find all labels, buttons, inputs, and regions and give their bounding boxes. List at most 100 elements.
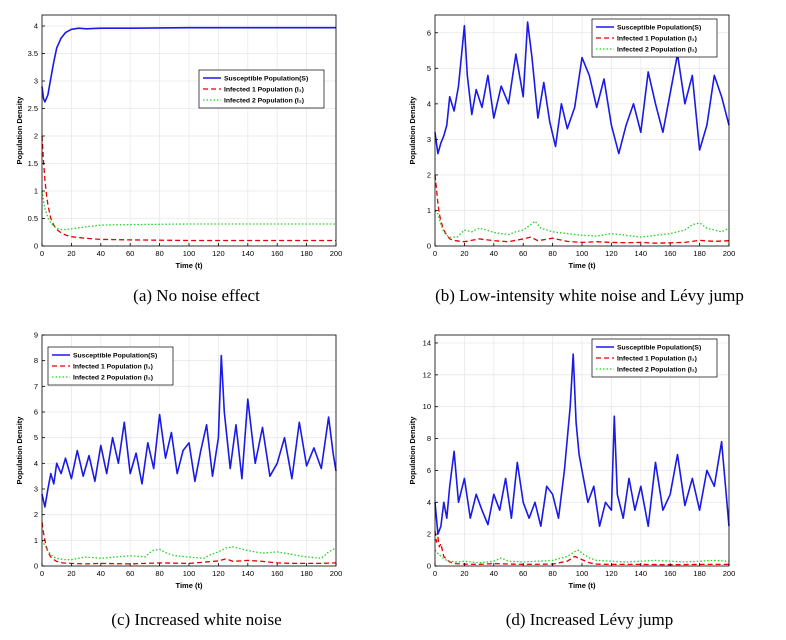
x-tick-label: 200 (723, 249, 736, 258)
legend-label: Susceptible Population(S) (617, 25, 701, 32)
x-tick-label: 140 (635, 569, 648, 578)
x-tick-label: 0 (40, 569, 44, 578)
y-axis-label: Population Density (15, 96, 24, 165)
y-tick-label: 5 (427, 64, 431, 73)
legend: Susceptible Population(S) Infected 1 Popu… (591, 338, 718, 378)
y-axis-label: Population Density (15, 416, 24, 485)
y-tick-label: 1 (34, 187, 38, 196)
y-tick-label: 1 (34, 536, 38, 545)
x-tick-label: 140 (635, 249, 648, 258)
legend-label: Infected 2 Population (I₂) (73, 375, 153, 382)
x-tick-label: 80 (155, 249, 163, 258)
y-tick-label: 1 (427, 206, 431, 215)
series-line-infected-1 (434, 174, 730, 244)
y-tick-label: 6 (427, 466, 431, 475)
x-tick-label: 160 (271, 569, 284, 578)
legend: Susceptible Population(S) Infected 1 Popu… (47, 346, 174, 386)
x-axis-label: Time (t) (176, 261, 203, 270)
chart-b: 0 20 40 60 80 100 120 140 160 180 200 0 1 2 3 4 5 6 Time (… (408, 14, 736, 270)
y-axis-label: Population Density (408, 96, 417, 165)
chart-a: 0 20 40 60 80 100 120 140 160 180 200 0 0.5 1 1.5 2 2.5 3… (15, 14, 343, 270)
legend-label: Infected 1 Population (I₁) (73, 364, 153, 371)
x-tick-label: 200 (330, 569, 343, 578)
legend-label: Susceptible Population(S) (224, 76, 308, 83)
legend-label: Infected 1 Population (I₁) (224, 87, 304, 94)
y-tick-label: 5 (34, 433, 38, 442)
x-tick-label: 0 (433, 249, 437, 258)
x-tick-label: 120 (605, 569, 618, 578)
legend-label: Infected 1 Population (I₁) (617, 356, 697, 363)
y-tick-label: 0 (427, 562, 431, 571)
x-tick-label: 160 (664, 569, 677, 578)
y-tick-label: 10 (423, 402, 431, 411)
y-tick-label: 4 (34, 459, 38, 468)
x-tick-label: 160 (271, 249, 284, 258)
x-tick-label: 20 (67, 249, 75, 258)
y-tick-label: 8 (34, 356, 38, 365)
y-tick-label: 2 (34, 132, 38, 141)
y-tick-label: 6 (427, 28, 431, 37)
x-tick-label: 80 (548, 569, 556, 578)
y-tick-label: 3 (34, 77, 38, 86)
series-line-susceptible (434, 21, 730, 155)
x-tick-label: 60 (126, 249, 134, 258)
y-tick-label: 12 (423, 370, 431, 379)
x-tick-label: 20 (67, 569, 75, 578)
y-tick-label: 6 (34, 408, 38, 417)
x-tick-label: 140 (242, 569, 255, 578)
y-tick-label: 4 (34, 22, 38, 31)
panel-b: 0 20 40 60 80 100 120 140 160 180 200 0 1 2 3 4 5 6 Time (… (393, 0, 786, 320)
x-tick-label: 60 (126, 569, 134, 578)
y-tick-label: 14 (423, 338, 431, 347)
y-tick-label: 0.5 (28, 214, 38, 223)
x-tick-label: 60 (519, 569, 527, 578)
x-tick-label: 40 (490, 249, 498, 258)
y-tick-label: 0 (34, 242, 38, 251)
y-tick-label: 7 (34, 382, 38, 391)
x-tick-label: 20 (460, 569, 468, 578)
y-tick-label: 4 (427, 498, 431, 507)
series-line-infected-1 (41, 135, 336, 242)
x-axis-label: Time (t) (569, 581, 596, 590)
x-tick-label: 120 (212, 249, 225, 258)
x-tick-label: 180 (693, 569, 706, 578)
y-tick-label: 0 (427, 242, 431, 251)
y-tick-label: 8 (427, 434, 431, 443)
y-tick-label: 3 (427, 135, 431, 144)
legend-label: Infected 2 Population (I₂) (617, 47, 697, 54)
caption-d: (d) Increased Lévy jump (505, 610, 674, 629)
legend-label: Infected 1 Population (I₁) (617, 36, 697, 43)
caption-c: (c) Increased white noise (111, 610, 282, 629)
x-tick-label: 180 (300, 249, 313, 258)
legend: Susceptible Population(S) Infected 1 Popu… (591, 18, 718, 58)
caption-a: (a) No noise effect (133, 286, 260, 305)
y-tick-label: 3 (34, 485, 38, 494)
legend-label: Infected 2 Population (I₂) (224, 98, 304, 105)
series-line-susceptible (434, 353, 730, 535)
x-tick-label: 0 (433, 569, 437, 578)
y-axis-label: Population Density (408, 416, 417, 485)
x-tick-label: 180 (300, 569, 313, 578)
x-tick-label: 120 (605, 249, 618, 258)
x-tick-label: 80 (155, 569, 163, 578)
x-axis-label: Time (t) (569, 261, 596, 270)
x-tick-label: 180 (693, 249, 706, 258)
x-tick-label: 200 (723, 569, 736, 578)
legend-label: Susceptible Population(S) (73, 353, 157, 360)
x-tick-label: 120 (212, 569, 225, 578)
x-tick-label: 20 (460, 249, 468, 258)
x-tick-label: 100 (576, 249, 589, 258)
panel-d: 0 20 40 60 80 100 120 140 160 180 200 0 2 4 6 8 10 12 14 Ti… (393, 320, 786, 640)
y-tick-label: 0 (34, 562, 38, 571)
x-tick-label: 200 (330, 249, 343, 258)
series-line-infected-1 (41, 522, 337, 565)
x-tick-label: 160 (664, 249, 677, 258)
x-tick-label: 0 (40, 249, 44, 258)
series-line-susceptible (41, 26, 336, 103)
panel-c: 0 20 40 60 80 100 120 140 160 180 200 0 1 2 3 4 5 6 7 8 9 Tim… (0, 320, 393, 640)
legend-label: Infected 2 Population (I₂) (617, 367, 697, 374)
series-line-infected-2 (41, 539, 337, 561)
series-line-infected-2 (41, 190, 336, 231)
x-tick-label: 40 (490, 569, 498, 578)
x-tick-label: 100 (183, 249, 196, 258)
